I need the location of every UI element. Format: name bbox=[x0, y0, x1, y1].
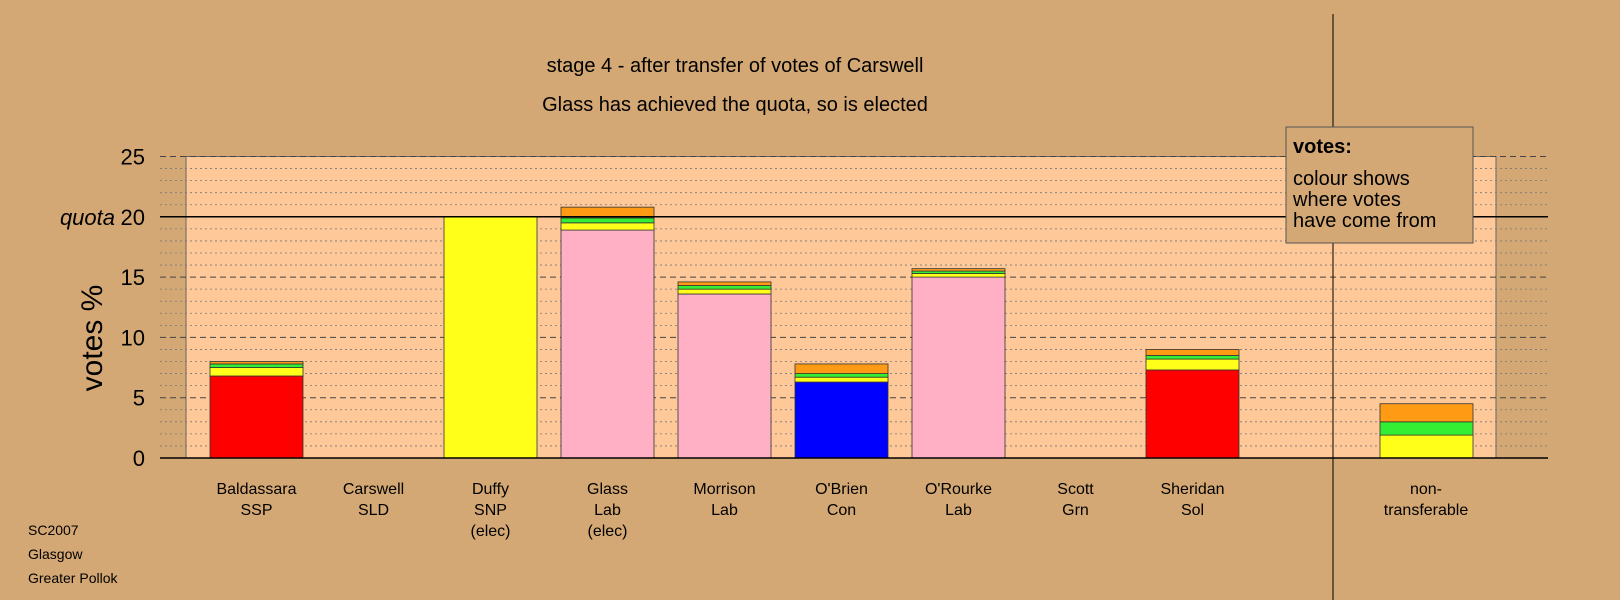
candidate-party-sheridan: Sol bbox=[1181, 502, 1204, 519]
legend-line-3: have come from bbox=[1293, 210, 1436, 232]
candidate-note-duffy: (elec) bbox=[470, 523, 510, 540]
candidate-note-glass: (elec) bbox=[587, 523, 627, 540]
y-tick-label-25: 25 bbox=[121, 145, 145, 170]
bar-baldassara-segment-green bbox=[209, 363, 304, 368]
bar-sheridan-segment-orange bbox=[1145, 349, 1240, 356]
y-tick-label-20: 20 bbox=[121, 205, 145, 230]
candidate-party-morrison: Lab bbox=[711, 502, 738, 519]
x-labels-group: Baldassara SSP Carswell SLD Duffy SNP (elec) Gl… bbox=[216, 481, 1468, 540]
bar-sheridan-segment-green bbox=[1145, 355, 1240, 360]
bar-orourke-segment-orange bbox=[911, 268, 1006, 272]
bar-obrien-segment-green bbox=[794, 373, 889, 378]
bars-group bbox=[209, 206, 1474, 459]
candidate-name-carswell: Carswell bbox=[343, 481, 404, 498]
bar-nontransferable-segment-green bbox=[1379, 421, 1474, 436]
bar-obrien-segment-blue bbox=[794, 381, 889, 459]
bar-glass-segment-green bbox=[560, 217, 655, 224]
footer-line-constituency: Greater Pollok bbox=[28, 570, 118, 586]
bar-obrien-segment-orange bbox=[794, 363, 889, 374]
legend-title: votes: bbox=[1293, 136, 1352, 158]
bar-glass-segment-yellow bbox=[560, 222, 655, 231]
bar-baldassara-segment-orange bbox=[209, 361, 304, 365]
candidate-party-orourke: Lab bbox=[945, 502, 972, 519]
candidate-party-baldassara: SSP bbox=[240, 502, 272, 519]
candidate-party-obrien: Con bbox=[827, 502, 856, 519]
candidate-name-orourke: O'Rourke bbox=[925, 481, 992, 498]
bar-morrison-segment-orange bbox=[677, 281, 772, 286]
candidate-name-morrison: Morrison bbox=[693, 481, 755, 498]
footer-line-region: Glasgow bbox=[28, 546, 83, 562]
candidate-party-glass: Lab bbox=[594, 502, 621, 519]
bar-nontransferable-segment-yellow bbox=[1379, 434, 1474, 459]
y-axis-label: votes % bbox=[76, 285, 109, 392]
y-tick-label-15: 15 bbox=[121, 265, 145, 290]
legend-line-2: where votes bbox=[1292, 189, 1401, 211]
candidate-party-carswell: SLD bbox=[358, 502, 389, 519]
bar-sheridan-segment-yellow bbox=[1145, 358, 1240, 371]
bar-orourke-segment-yellow bbox=[911, 273, 1006, 278]
footer-line-election: SC2007 bbox=[28, 522, 79, 538]
legend-box bbox=[1285, 126, 1474, 244]
candidate-name-baldassara: Baldassara bbox=[216, 481, 296, 498]
bar-nontransferable-segment-orange bbox=[1379, 403, 1474, 423]
candidate-name-scott: Scott bbox=[1057, 481, 1094, 498]
bar-morrison-segment-green bbox=[677, 285, 772, 290]
bar-morrison-segment-yellow bbox=[677, 288, 772, 295]
bar-morrison-segment-pink bbox=[677, 293, 772, 459]
chart-subtitle: Glass has achieved the quota, so is elec… bbox=[542, 94, 928, 116]
bar-glass-segment-orange bbox=[560, 206, 655, 219]
candidate-party-duffy: SNP bbox=[474, 502, 507, 519]
legend-line-1: colour shows bbox=[1293, 168, 1410, 190]
candidate-name-glass: Glass bbox=[587, 481, 628, 498]
bar-baldassara-segment-red bbox=[209, 375, 304, 459]
bar-sheridan-segment-red bbox=[1145, 369, 1240, 459]
bar-obrien-segment-yellow bbox=[794, 376, 889, 383]
candidate-name-sheridan: Sheridan bbox=[1160, 481, 1224, 498]
candidate-party-scott: Grn bbox=[1062, 502, 1089, 519]
y-tick-label-10: 10 bbox=[121, 325, 145, 350]
chart-title: stage 4 - after transfer of votes of Car… bbox=[547, 55, 924, 77]
candidate-name-obrien: O'Brien bbox=[815, 481, 868, 498]
bar-baldassara-segment-yellow bbox=[209, 367, 304, 377]
y-tick-label-5: 5 bbox=[133, 386, 145, 411]
bar-orourke-segment-pink bbox=[911, 276, 1006, 459]
y-tick-label-0: 0 bbox=[133, 446, 145, 471]
nontransferable-label-1: non- bbox=[1410, 481, 1442, 498]
bar-duffy-segment-yellow bbox=[443, 216, 538, 459]
candidate-name-duffy: Duffy bbox=[472, 481, 509, 498]
quota-label: quota bbox=[60, 205, 115, 230]
legend: votes: colour shows where votes have com… bbox=[1285, 126, 1474, 244]
nontransferable-label-2: transferable bbox=[1384, 502, 1469, 519]
bar-glass-segment-pink bbox=[560, 229, 655, 459]
